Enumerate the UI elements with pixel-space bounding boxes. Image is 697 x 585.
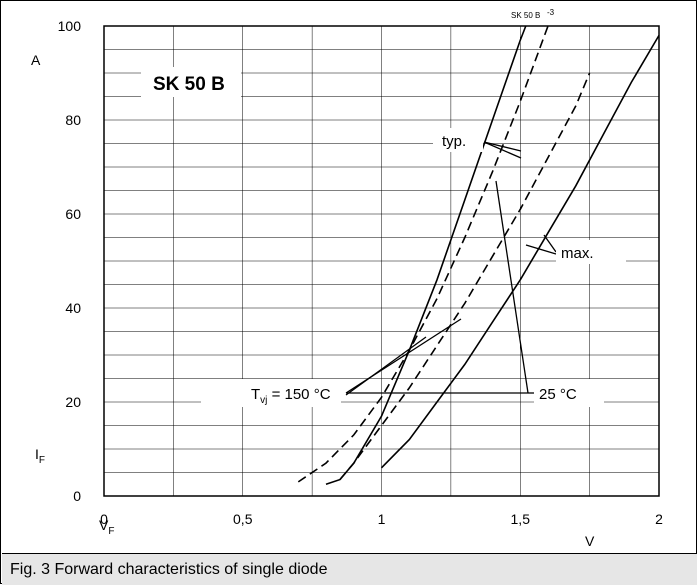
forward-characteristics-chart: 0 20 40 60 80 100 0 0,5 1 1,5 2 SK 50 B -3 SK 50 B… — [31, 8, 663, 549]
annotation-leader — [525, 244, 557, 255]
tvj-label: Tvj = 150 °C — [251, 386, 331, 406]
annotation-leader — [543, 234, 557, 253]
max-label-box — [556, 240, 626, 264]
chart-grid — [103, 25, 660, 497]
x-tick-label: 1 — [378, 511, 386, 527]
series-line-4 — [380, 34, 660, 469]
y-tick-label: 0 — [73, 488, 81, 504]
y-tick-label: 20 — [65, 394, 81, 410]
y-tick-label: 100 — [58, 18, 82, 34]
plot-border — [103, 25, 660, 497]
annotation-leader — [483, 141, 522, 152]
y-unit-label: A — [31, 52, 41, 68]
chart-title: SK 50 B — [153, 74, 225, 95]
series-line-1 — [297, 25, 549, 483]
series-line-3 — [339, 72, 591, 481]
annotation-leader — [345, 336, 427, 396]
x-axis-label: VF — [99, 517, 114, 537]
x-tick-label: 0 — [100, 511, 108, 527]
t25-label: 25 °C — [539, 386, 577, 403]
header-code: SK 50 B — [511, 11, 540, 20]
typ-label: typ. — [442, 133, 466, 150]
annotation-lines — [345, 141, 557, 396]
tvj-label-box — [201, 379, 341, 407]
series-line-2 — [325, 25, 527, 486]
y-axis-label: IF — [35, 446, 45, 466]
typ-label-box — [433, 128, 483, 152]
max-label: max. — [561, 245, 594, 262]
y-tick-label: 40 — [65, 300, 81, 316]
x-tick-label: 1,5 — [511, 511, 531, 527]
y-tick-label: 60 — [65, 206, 81, 222]
title-box — [141, 67, 241, 97]
t25-label-box — [534, 379, 604, 407]
chart-series — [297, 25, 660, 486]
annotation-leader — [483, 141, 522, 159]
x-unit-label: V — [585, 533, 595, 549]
header-code-suffix: -3 — [547, 8, 555, 17]
x-tick-label: 2 — [655, 511, 663, 527]
caption-bar: Fig. 3 Forward characteristics of single… — [2, 553, 697, 585]
x-tick-label: 0,5 — [233, 511, 253, 527]
figure-caption: Fig. 3 Forward characteristics of single… — [10, 561, 328, 578]
y-tick-label: 80 — [65, 112, 81, 128]
chart-tick-labels: 0 20 40 60 80 100 0 0,5 1 1,5 2 — [58, 18, 663, 527]
annotation-leader — [495, 180, 529, 394]
